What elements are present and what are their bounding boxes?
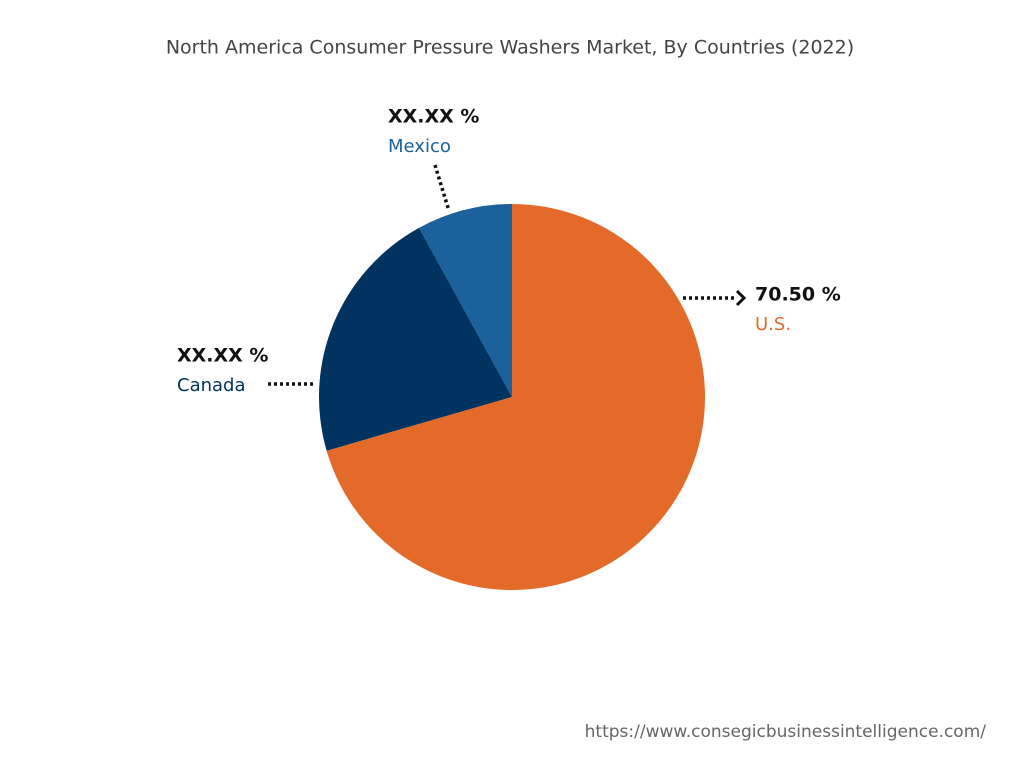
value-label: 70.50 % [755, 284, 841, 306]
category-label: Mexico [388, 136, 451, 157]
leader-arrow [735, 289, 747, 307]
chart-title: North America Consumer Pressure Washers … [166, 37, 854, 59]
value-label: XX.XX % [177, 345, 268, 367]
source: https://www.consegicbusinessintelligence… [585, 722, 987, 742]
category-label: Canada [177, 375, 246, 396]
pie-slice [326, 204, 705, 590]
pie-slice [419, 204, 512, 397]
pie-slice [319, 227, 512, 451]
leader-line [433, 164, 451, 212]
category-label: U.S. [755, 314, 791, 335]
value-label: XX.XX % [388, 106, 479, 128]
